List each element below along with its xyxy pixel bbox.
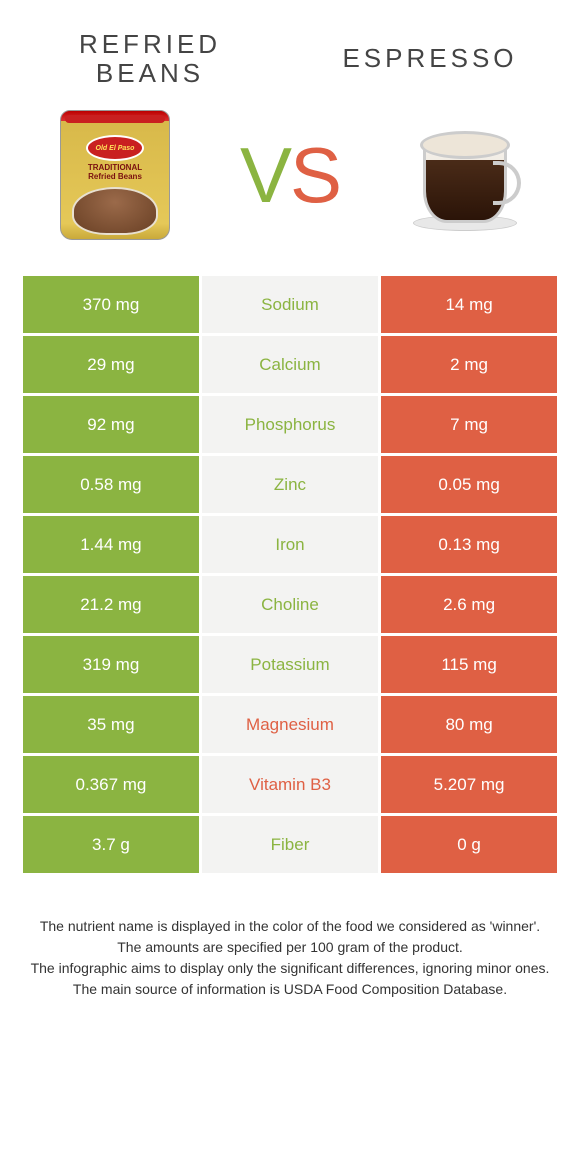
right-food-title: ESPRESSO: [330, 30, 530, 73]
table-row: 370 mgSodium14 mg: [22, 275, 559, 335]
title-row: REFRIED BEANS ESPRESSO: [20, 30, 560, 87]
can-text1: TRADITIONAL: [69, 163, 161, 172]
nutrient-name-cell: Magnesium: [200, 695, 379, 755]
left-value-cell: 1.44 mg: [22, 515, 201, 575]
can-brand: Old El Paso: [86, 135, 144, 161]
right-value-cell: 0.13 mg: [380, 515, 559, 575]
left-value-cell: 35 mg: [22, 695, 201, 755]
left-value-cell: 319 mg: [22, 635, 201, 695]
beans-bowl-icon: [72, 187, 158, 235]
left-food-title: REFRIED BEANS: [50, 30, 250, 87]
table-row: 1.44 mgIron0.13 mg: [22, 515, 559, 575]
table-row: 0.58 mgZinc0.05 mg: [22, 455, 559, 515]
espresso-image: [400, 105, 530, 245]
left-value-cell: 0.58 mg: [22, 455, 201, 515]
footnote-line: The infographic aims to display only the…: [30, 958, 550, 979]
nutrient-name-cell: Phosphorus: [200, 395, 379, 455]
handle-icon: [493, 161, 521, 205]
footnote-line: The amounts are specified per 100 gram o…: [30, 937, 550, 958]
table-row: 21.2 mgCholine2.6 mg: [22, 575, 559, 635]
right-value-cell: 80 mg: [380, 695, 559, 755]
table-row: 0.367 mgVitamin B35.207 mg: [22, 755, 559, 815]
can-text2: Refried Beans: [69, 172, 161, 181]
table-row: 35 mgMagnesium80 mg: [22, 695, 559, 755]
table-row: 319 mgPotassium115 mg: [22, 635, 559, 695]
nutrient-tbody: 370 mgSodium14 mg29 mgCalcium2 mg92 mgPh…: [22, 275, 559, 875]
title-line2: BEANS: [96, 58, 204, 88]
footnote-line: The nutrient name is displayed in the co…: [30, 916, 550, 937]
nutrient-name-cell: Vitamin B3: [200, 755, 379, 815]
refried-beans-image: Old El Paso TRADITIONAL Refried Beans: [50, 105, 180, 245]
nutrient-table: 370 mgSodium14 mg29 mgCalcium2 mg92 mgPh…: [20, 273, 560, 876]
can-label: Old El Paso TRADITIONAL Refried Beans: [69, 131, 161, 235]
right-value-cell: 0 g: [380, 815, 559, 875]
left-value-cell: 29 mg: [22, 335, 201, 395]
left-value-cell: 21.2 mg: [22, 575, 201, 635]
footnote-line: The main source of information is USDA F…: [30, 979, 550, 1000]
infographic-container: REFRIED BEANS ESPRESSO Old El Paso TRADI…: [0, 0, 580, 1000]
table-row: 29 mgCalcium2 mg: [22, 335, 559, 395]
right-value-cell: 2.6 mg: [380, 575, 559, 635]
right-value-cell: 7 mg: [380, 395, 559, 455]
footnote-block: The nutrient name is displayed in the co…: [30, 916, 550, 1000]
table-row: 92 mgPhosphorus7 mg: [22, 395, 559, 455]
right-value-cell: 115 mg: [380, 635, 559, 695]
nutrient-name-cell: Choline: [200, 575, 379, 635]
right-value-cell: 14 mg: [380, 275, 559, 335]
title-line1: REFRIED: [79, 29, 221, 59]
image-row: Old El Paso TRADITIONAL Refried Beans VS: [20, 87, 560, 273]
nutrient-name-cell: Iron: [200, 515, 379, 575]
nutrient-name-cell: Zinc: [200, 455, 379, 515]
can-icon: Old El Paso TRADITIONAL Refried Beans: [60, 110, 170, 240]
right-value-cell: 0.05 mg: [380, 455, 559, 515]
vs-s: S: [290, 131, 340, 219]
nutrient-name-cell: Fiber: [200, 815, 379, 875]
left-value-cell: 92 mg: [22, 395, 201, 455]
nutrient-name-cell: Potassium: [200, 635, 379, 695]
table-row: 3.7 gFiber0 g: [22, 815, 559, 875]
left-value-cell: 370 mg: [22, 275, 201, 335]
right-value-cell: 2 mg: [380, 335, 559, 395]
right-value-cell: 5.207 mg: [380, 755, 559, 815]
vs-v: V: [240, 131, 290, 219]
left-value-cell: 0.367 mg: [22, 755, 201, 815]
vs-label: VS: [240, 130, 340, 221]
nutrient-name-cell: Sodium: [200, 275, 379, 335]
espresso-cup-icon: [405, 115, 525, 235]
nutrient-name-cell: Calcium: [200, 335, 379, 395]
left-value-cell: 3.7 g: [22, 815, 201, 875]
